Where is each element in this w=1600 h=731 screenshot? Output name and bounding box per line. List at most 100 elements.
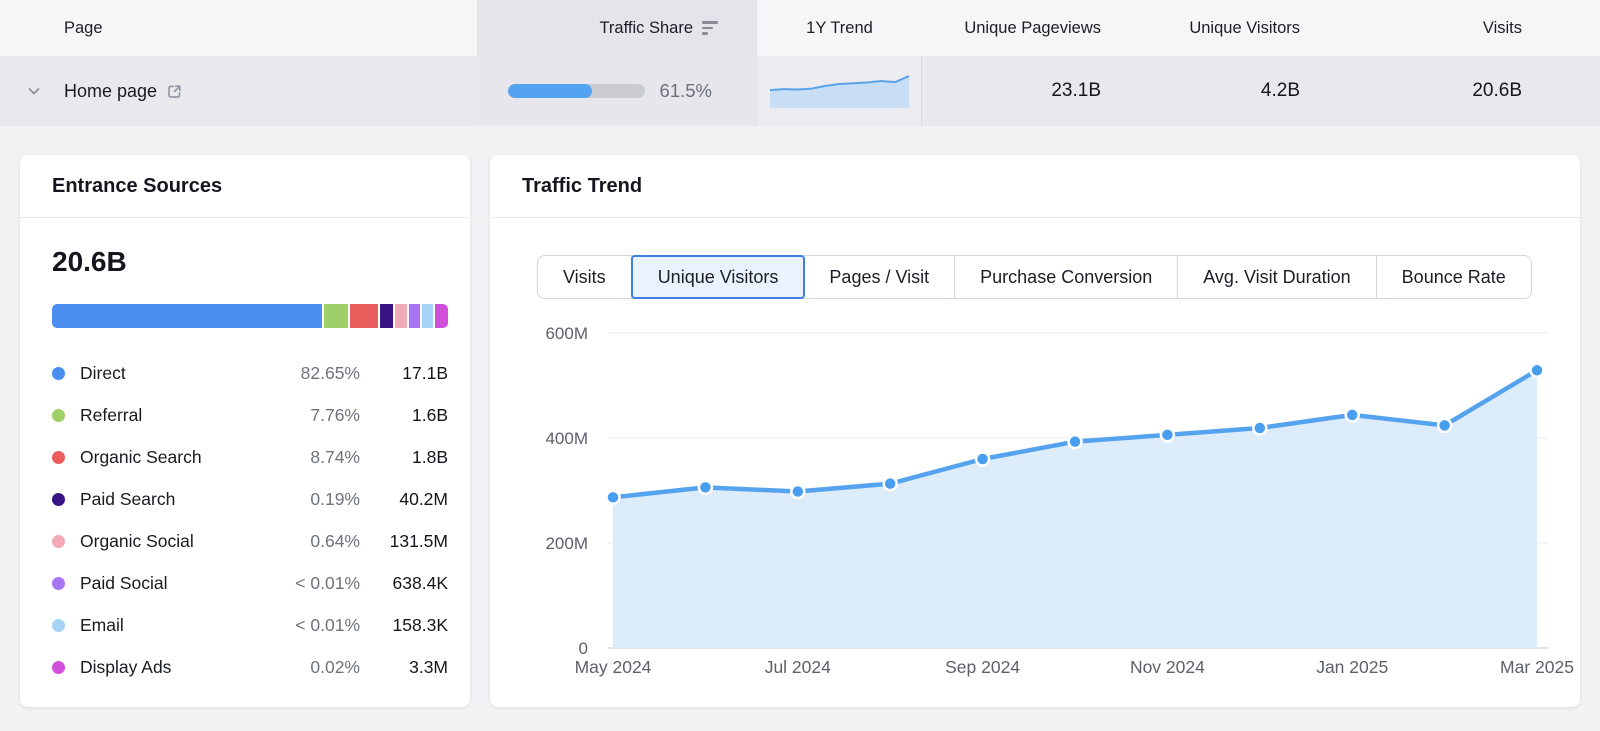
entrance-sources-total: 20.6B [52, 246, 127, 277]
visits-cell: 20.6B [1300, 56, 1522, 126]
legend-dot [52, 618, 65, 632]
legend-value: 17.1B [402, 362, 448, 383]
legend-row-paid-social: Paid Social < 0.01% 638.4K [52, 562, 448, 604]
legend-percent: 82.65% [300, 362, 360, 383]
column-header-traffic-share-label: Traffic Share [599, 18, 693, 37]
column-header-page-label: Page [64, 18, 103, 37]
y-axis-tick: 400M [545, 429, 588, 448]
pages-table: Page Traffic Share 1Y Trend Unique Pagev… [0, 0, 1600, 126]
trend-sparkline-chart [769, 75, 909, 108]
column-header-page[interactable]: Page [0, 0, 477, 56]
legend-label: Organic Search [80, 446, 202, 467]
column-header-trend[interactable]: 1Y Trend [757, 0, 922, 56]
page-cell: Home page [0, 56, 477, 126]
table-row: Home page 61.5% 23.1B 4.2B 20.6B [0, 56, 1600, 126]
legend-dot [52, 576, 65, 590]
page-title-link[interactable]: Home page [64, 81, 183, 102]
legend-dot [52, 660, 65, 674]
y-axis-tick: 600M [545, 324, 588, 343]
metric-tabs: Visits Unique Visitors Pages / Visit Purcha… [537, 255, 1532, 299]
traffic-trend-card: Traffic Trend Visits Unique Visitors Pages… [490, 155, 1580, 707]
bar-segment-direct [52, 304, 322, 328]
bar-segment-paid-social [409, 304, 421, 328]
x-axis-tick: Nov 2024 [1130, 657, 1205, 677]
legend-percent: 0.19% [310, 488, 360, 509]
column-header-unique-pageviews[interactable]: Unique Pageviews [922, 0, 1101, 56]
entrance-sources-title: Entrance Sources [52, 174, 223, 197]
legend-value: 1.8B [412, 446, 448, 467]
bar-segment-organic-social [395, 304, 408, 328]
legend-dot [52, 450, 65, 464]
legend-label: Display Ads [80, 656, 172, 677]
legend-percent: 8.74% [310, 446, 360, 467]
bar-segment-email [422, 304, 434, 328]
sort-descending-icon [702, 21, 718, 35]
legend-label: Paid Social [80, 572, 168, 593]
legend-value: 40.2M [399, 488, 448, 509]
legend-value: 3.3M [409, 656, 448, 677]
tab-pages-visit[interactable]: Pages / Visit [804, 256, 956, 298]
legend-row-direct: Direct 82.65% 17.1B [52, 352, 448, 394]
legend-dot [52, 408, 65, 422]
traffic-share-value: 61.5% [659, 80, 712, 101]
external-link-icon[interactable] [166, 83, 183, 100]
traffic-trend-header: Traffic Trend [490, 155, 1580, 218]
entrance-sources-stacked-bar [52, 304, 448, 328]
legend-percent: 0.64% [310, 530, 360, 551]
traffic-share-progress-bar [507, 84, 645, 98]
legend-value: 1.6B [412, 404, 448, 425]
unique-pageviews-value: 23.1B [1051, 80, 1101, 101]
tab-unique-visitors[interactable]: Unique Visitors [630, 255, 806, 299]
trend-cell [757, 56, 922, 126]
bar-segment-referral [323, 304, 348, 328]
entrance-sources-header: Entrance Sources [20, 155, 470, 218]
column-header-traffic-share[interactable]: Traffic Share [477, 0, 757, 56]
entrance-sources-card: Entrance Sources 20.6B Direct 82.65% 17.1B… [20, 155, 470, 707]
tab-visits[interactable]: Visits [538, 256, 632, 298]
legend-dot [52, 534, 65, 548]
traffic-trend-title: Traffic Trend [522, 174, 643, 197]
legend-row-paid-search: Paid Search 0.19% 40.2M [52, 478, 448, 520]
bar-segment-paid-search [380, 304, 394, 328]
tab-avg-visit-duration[interactable]: Avg. Visit Duration [1178, 256, 1377, 298]
entrance-sources-body: 20.6B Direct 82.65% 17.1B Referral 7.76% 1.6B… [20, 218, 470, 688]
entrance-sources-legend: Direct 82.65% 17.1B Referral 7.76% 1.6B Organi… [52, 352, 448, 688]
legend-percent: < 0.01% [295, 614, 360, 635]
bar-segment-display-ads [435, 304, 448, 328]
x-axis-tick: May 2024 [575, 657, 652, 677]
unique-visitors-cell: 4.2B [1101, 56, 1300, 126]
legend-label: Direct [80, 362, 126, 383]
unique-pageviews-cell: 23.1B [922, 56, 1101, 126]
legend-dot [52, 492, 65, 506]
column-header-unique-visitors-label: Unique Visitors [1189, 18, 1300, 37]
x-axis-tick: Sep 2024 [945, 657, 1020, 677]
table-header-row: Page Traffic Share 1Y Trend Unique Pagev… [0, 0, 1600, 56]
legend-row-display-ads: Display Ads 0.02% 3.3M [52, 646, 448, 688]
legend-value: 638.4K [392, 572, 448, 593]
tab-purchase-conversion[interactable]: Purchase Conversion [955, 256, 1179, 298]
legend-label: Referral [80, 404, 143, 425]
column-header-trend-label: 1Y Trend [806, 18, 873, 37]
legend-row-email: Email < 0.01% 158.3K [52, 604, 448, 646]
column-header-visits[interactable]: Visits [1300, 0, 1522, 56]
legend-percent: 7.76% [310, 404, 360, 425]
y-axis-tick: 0 [579, 639, 588, 658]
y-axis-tick: 200M [545, 534, 588, 553]
legend-percent: < 0.01% [295, 572, 360, 593]
legend-label: Paid Search [80, 488, 176, 509]
column-header-visits-label: Visits [1482, 18, 1522, 37]
legend-dot [52, 366, 65, 380]
x-axis-tick: Jan 2025 [1316, 657, 1388, 677]
page-title: Home page [64, 80, 158, 101]
unique-visitors-value: 4.2B [1260, 80, 1300, 101]
visits-value: 20.6B [1472, 80, 1522, 101]
chevron-down-icon[interactable] [26, 83, 42, 99]
legend-row-organic-social: Organic Social 0.64% 131.5M [52, 520, 448, 562]
traffic-share-cell: 61.5% [477, 56, 757, 126]
x-axis-tick: Mar 2025 [1500, 657, 1574, 677]
column-header-unique-visitors[interactable]: Unique Visitors [1101, 0, 1300, 56]
legend-value: 158.3K [392, 614, 448, 635]
bar-segment-organic-search [349, 304, 379, 328]
legend-label: Email [80, 614, 124, 635]
tab-bounce-rate[interactable]: Bounce Rate [1376, 256, 1531, 298]
